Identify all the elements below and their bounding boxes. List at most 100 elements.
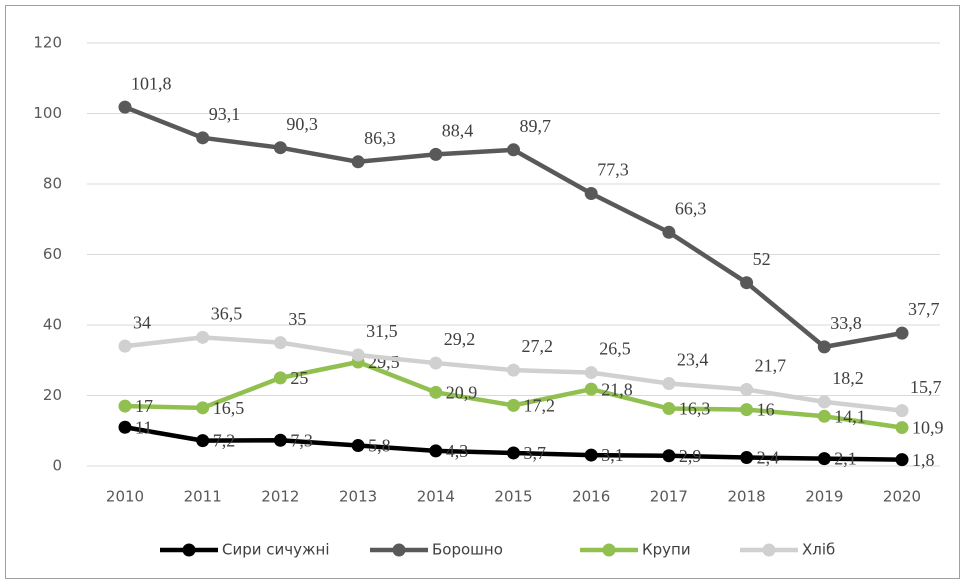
x-tick-label: 2013 [339, 488, 377, 506]
data-label: 66,3 [675, 198, 707, 218]
data-point [817, 340, 831, 354]
data-point [351, 348, 365, 362]
data-point [351, 439, 365, 453]
data-label: 7,2 [213, 431, 236, 451]
data-label: 7,3 [290, 430, 313, 450]
data-label: 29,2 [444, 329, 476, 349]
legend-marker [392, 543, 406, 557]
data-point [895, 404, 909, 418]
data-label: 93,1 [209, 104, 241, 124]
x-tick-label: 2014 [417, 488, 455, 506]
data-point [662, 402, 676, 416]
data-label: 77,3 [597, 160, 629, 180]
data-label: 2,1 [834, 449, 857, 469]
data-label: 89,7 [520, 116, 552, 136]
data-point [507, 143, 520, 157]
data-point [584, 187, 598, 201]
data-label: 16,3 [679, 399, 711, 419]
x-tick-label: 2015 [494, 488, 532, 506]
data-label: 34 [133, 312, 151, 332]
data-point [584, 448, 598, 462]
data-label: 26,5 [599, 339, 631, 359]
chart-frame [5, 5, 960, 579]
data-label: 3,7 [524, 443, 547, 463]
y-tick-label: 60 [43, 245, 62, 263]
data-point [429, 385, 443, 399]
legend-marker [182, 543, 196, 557]
data-point [273, 141, 287, 155]
data-label: 21,8 [601, 379, 633, 399]
data-point [817, 452, 831, 466]
data-point [584, 382, 598, 396]
data-point [662, 449, 676, 463]
data-label: 18,2 [832, 368, 864, 388]
data-label: 88,4 [442, 121, 474, 141]
data-label: 16 [757, 400, 775, 420]
y-tick-label: 20 [43, 386, 62, 404]
data-point [118, 420, 132, 434]
data-label: 17,2 [524, 395, 556, 415]
x-tick-label: 2019 [805, 488, 843, 506]
y-tick-label: 120 [33, 34, 62, 52]
data-label: 14,1 [834, 406, 866, 426]
data-label: 86,3 [364, 128, 396, 148]
data-point [273, 433, 287, 447]
data-label: 2,9 [679, 446, 702, 466]
data-label: 1,8 [912, 450, 935, 470]
data-point [740, 403, 754, 417]
data-point [817, 395, 831, 409]
data-point [740, 383, 754, 397]
data-point [429, 147, 443, 161]
data-point [273, 336, 287, 350]
legend-label: Крупи [642, 541, 691, 559]
legend-label: Борошно [432, 541, 503, 559]
data-point [662, 377, 676, 391]
data-label: 35 [288, 309, 306, 329]
data-label: 11 [135, 417, 152, 437]
x-tick-label: 2020 [883, 488, 921, 506]
data-label: 52 [753, 249, 771, 269]
data-label: 37,7 [908, 299, 940, 319]
data-point [118, 339, 132, 353]
data-label: 2,4 [757, 448, 780, 468]
data-label: 33,8 [830, 313, 862, 333]
data-point [351, 155, 365, 169]
x-tick-label: 2017 [650, 488, 688, 506]
data-label: 3,1 [601, 445, 624, 465]
data-point [895, 453, 909, 467]
data-point [740, 451, 754, 465]
data-label: 90,3 [286, 114, 318, 134]
data-label: 10,9 [912, 418, 944, 438]
data-label: 23,4 [677, 350, 709, 370]
legend-label: Хліб [802, 541, 835, 559]
data-point [196, 131, 210, 145]
legend-marker [602, 543, 616, 557]
data-label: 31,5 [366, 321, 398, 341]
y-tick-label: 80 [43, 175, 62, 193]
data-label: 15,7 [910, 377, 942, 397]
data-point [662, 225, 676, 239]
data-label: 101,8 [131, 73, 172, 93]
legend-label: Сири сичужні [222, 541, 329, 559]
x-tick-label: 2012 [261, 488, 299, 506]
data-point [817, 409, 831, 423]
data-point [429, 356, 443, 370]
data-point [196, 401, 210, 415]
y-tick-label: 40 [43, 316, 62, 334]
x-tick-label: 2016 [572, 488, 610, 506]
x-tick-label: 2018 [728, 488, 766, 506]
data-point [273, 371, 287, 385]
data-label: 16,5 [213, 398, 245, 418]
data-label: 25 [290, 368, 308, 388]
legend-marker [762, 543, 776, 557]
data-label: 4,3 [446, 441, 469, 461]
data-point [118, 399, 132, 413]
data-point [507, 446, 520, 460]
data-point [196, 330, 210, 344]
data-point [895, 326, 909, 340]
data-label: 27,2 [522, 336, 554, 356]
data-point [584, 366, 598, 380]
data-label: 17 [135, 396, 153, 416]
data-point [429, 444, 443, 458]
